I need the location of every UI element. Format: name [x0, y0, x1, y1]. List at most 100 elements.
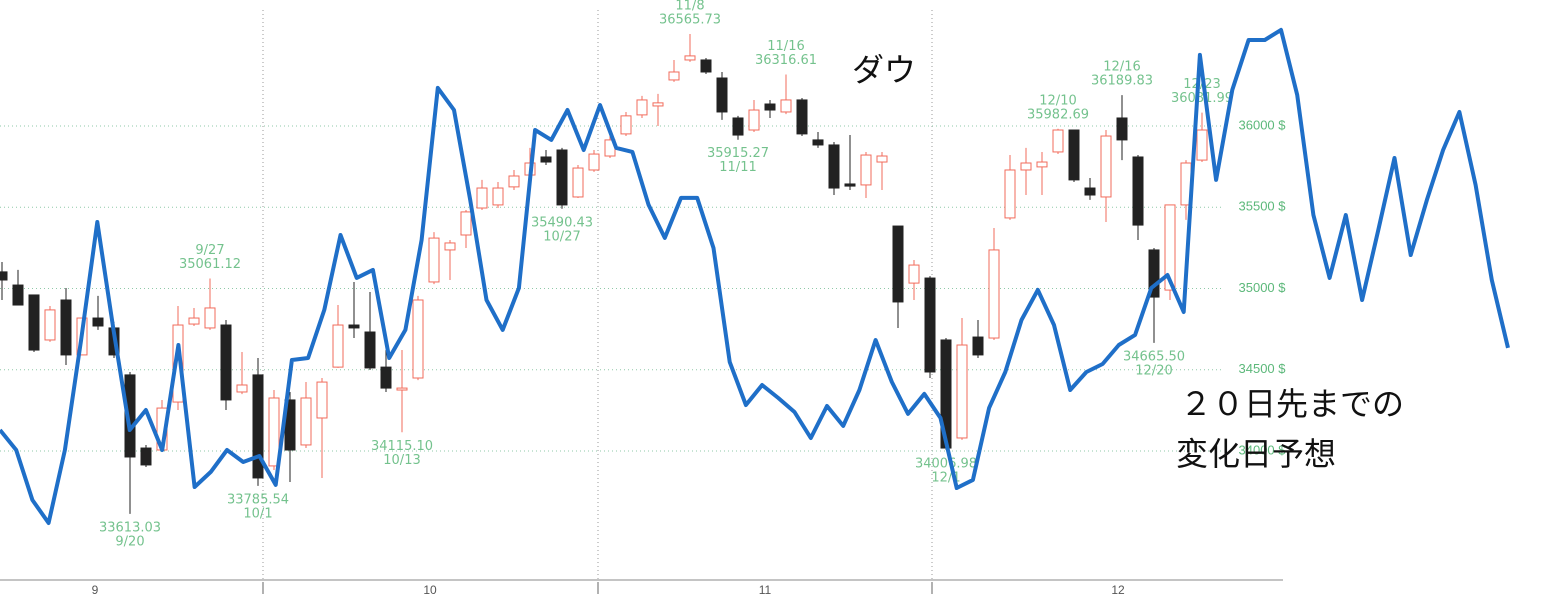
point-date-label: 11/11 [719, 160, 756, 175]
candle-body [428, 237, 440, 283]
point-date-label: 10/27 [543, 229, 580, 244]
y-tick-label: 35500 $ [1239, 199, 1287, 214]
candle-body [1100, 135, 1112, 198]
candle-body [876, 155, 888, 163]
chart-title: ダウ [852, 51, 916, 89]
candle-body [1164, 204, 1176, 291]
point-value-label: 36189.83 [1091, 74, 1153, 89]
candle-body [140, 447, 152, 466]
y-tick-label: 34500 $ [1239, 361, 1287, 376]
forecast-line [0, 27, 1510, 525]
point-value-label: 33613.03 [99, 520, 161, 535]
point-value-label: 36565.73 [659, 13, 721, 28]
candle-body [540, 156, 552, 163]
candle-body [476, 187, 488, 209]
point-date-label: 9/20 [115, 534, 144, 549]
point-value-label: 34665.50 [1123, 349, 1185, 364]
candle-body [684, 55, 696, 61]
point-value-label: 35490.43 [531, 215, 593, 230]
candle-body [188, 317, 200, 325]
candle-body [252, 374, 264, 479]
candle-body [748, 109, 760, 131]
candle-body [1132, 156, 1144, 226]
candle-body [412, 299, 424, 379]
candle-body [1196, 129, 1208, 161]
x-tick-label: 12 [1111, 583, 1125, 597]
point-date-label: 12/20 [1135, 363, 1172, 378]
candle-body [0, 271, 8, 281]
point-value-label: 35061.12 [179, 257, 241, 272]
candle-body [812, 139, 824, 146]
candle-body [636, 99, 648, 116]
point-date-label: 10/1 [243, 506, 272, 521]
candle-body [172, 324, 184, 403]
y-tick-label: 36000 $ [1239, 117, 1287, 132]
candle-body [444, 242, 456, 251]
candle-body [780, 99, 792, 113]
x-tick-label: 11 [759, 583, 772, 597]
candle-body [220, 324, 232, 401]
point-value-label: 34115.10 [371, 439, 433, 454]
x-tick-label: 9 [92, 583, 99, 597]
candle-body [556, 149, 568, 206]
candle-body [492, 187, 504, 206]
candle-body [460, 211, 472, 236]
candle-body [1116, 117, 1128, 141]
candle-body [1148, 249, 1160, 298]
annotation: ２０日先までの [1180, 385, 1404, 423]
point-value-label: 34006.98 [915, 456, 977, 471]
point-date-label: 11/16 [767, 39, 804, 54]
candle-body [28, 294, 40, 351]
candle-body [1036, 161, 1048, 168]
candle-body [236, 384, 248, 393]
point-date-label: 12/10 [1039, 93, 1076, 108]
candle-body [588, 153, 600, 171]
candle-body [12, 284, 24, 306]
candle-body [956, 344, 968, 439]
candle-body [348, 324, 360, 329]
candle-body [1052, 129, 1064, 153]
candle-body [572, 167, 584, 198]
candle-body [124, 374, 136, 458]
candle-body [844, 183, 856, 187]
candle-body [1068, 129, 1080, 181]
point-date-label: 10/13 [383, 453, 420, 468]
candle-body [396, 387, 408, 391]
candle-body [700, 59, 712, 73]
candle-body [1084, 187, 1096, 196]
point-date-label: 9/27 [195, 243, 224, 258]
point-value-label: 36081.99 [1171, 91, 1233, 106]
candle-body [796, 99, 808, 135]
candle-body [828, 144, 840, 189]
candle-body [364, 331, 376, 369]
candle-body [300, 397, 312, 446]
candle-body [972, 336, 984, 356]
point-date-label: 12/16 [1103, 60, 1140, 75]
candle-body [1004, 169, 1016, 219]
candle-body [652, 102, 664, 107]
candle-body [380, 366, 392, 389]
y-tick-label: 34000 $ [1239, 442, 1287, 457]
point-value-label: 35915.27 [707, 146, 769, 161]
candle-body [924, 277, 936, 373]
x-tick-label: 10 [423, 583, 437, 597]
candle-body [268, 397, 280, 467]
point-date-label: 11/8 [675, 0, 704, 14]
point-value-label: 33785.54 [227, 492, 289, 507]
candle-body [332, 324, 344, 368]
candle-body [1020, 162, 1032, 171]
candle-body [860, 154, 872, 186]
candle-body [508, 175, 520, 188]
candle-body [908, 264, 920, 284]
candle-body [204, 307, 216, 329]
candle-body [668, 71, 680, 81]
candle-body [988, 249, 1000, 339]
y-tick-label: 35000 $ [1239, 280, 1287, 295]
candle-body [60, 299, 72, 356]
annotation: 変化日予想 [1176, 435, 1336, 473]
point-value-label: 36316.61 [755, 53, 817, 68]
candle-body [620, 115, 632, 135]
candle-body [716, 77, 728, 113]
candle-body [892, 225, 904, 303]
